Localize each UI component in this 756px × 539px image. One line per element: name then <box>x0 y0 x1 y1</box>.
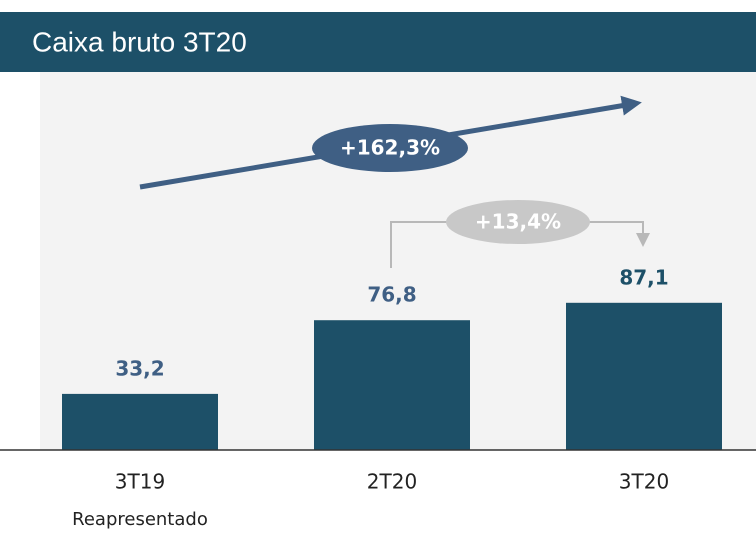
x-tick-label: 2T20 <box>367 470 417 494</box>
x-tick-sublabel: Reapresentado <box>72 509 208 530</box>
x-tick-label: 3T19 <box>115 470 165 494</box>
chart-title: Caixa bruto 3T20 <box>32 26 247 57</box>
value-label: 76,8 <box>367 283 416 307</box>
annotation-pill <box>446 200 590 244</box>
bar <box>566 302 722 450</box>
annotation: +162,3% <box>340 136 440 160</box>
bar <box>314 320 470 450</box>
annotation-pill <box>312 124 468 172</box>
bar <box>62 393 218 450</box>
value-label: 87,1 <box>619 265 668 289</box>
header-band <box>0 12 756 72</box>
value-label: 33,2 <box>115 356 164 380</box>
x-tick-label: 3T20 <box>619 470 669 494</box>
annotation: +13,4% <box>475 210 561 234</box>
